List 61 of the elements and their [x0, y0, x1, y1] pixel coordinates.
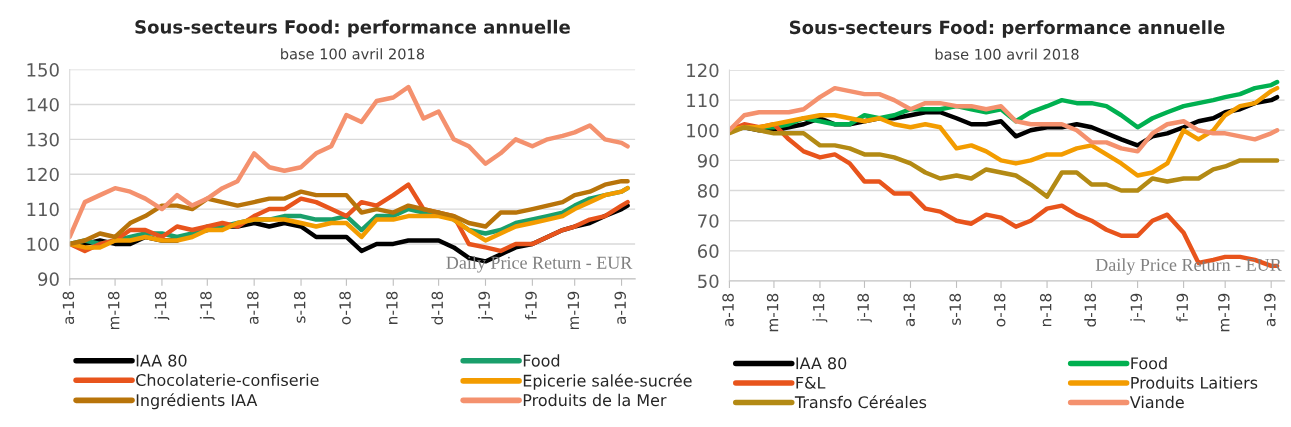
x-tick-label: f-19 [524, 291, 537, 320]
x-tick-label: a-19 [614, 291, 626, 325]
chart-subtitle: base 100 avril 2018 [281, 48, 425, 60]
y-tick-label: 80 [697, 184, 719, 198]
y-tick-label: 120 [687, 63, 719, 78]
legend-label: Epicerie salée-sucrée [523, 373, 692, 390]
x-tick-label: m-18 [107, 291, 120, 330]
legend-label: IAA 80 [796, 357, 847, 370]
x-tick-label: s-18 [949, 293, 961, 325]
y-tick-label: 70 [698, 214, 719, 228]
line-series [729, 125, 1280, 199]
legend-label: Ingrédients IAA [136, 393, 258, 410]
legend-label: F&L [796, 376, 826, 389]
x-tick-label: a-18 [903, 293, 915, 327]
x-tick-label: j-19 [1130, 293, 1145, 323]
y-tick-label: 110 [687, 93, 719, 108]
y-tick-label: 150 [27, 63, 59, 77]
x-tick-label: d-18 [1084, 293, 1097, 327]
x-tick-label: n-18 [1039, 293, 1052, 327]
y-tick-label: 100 [687, 123, 719, 138]
x-tick-label: j-18 [857, 293, 872, 323]
legend-label: Viande [1129, 395, 1184, 409]
legend-label: Chocolaterie-confiserie [136, 373, 319, 387]
legend-label: Produits de la Mer [523, 393, 667, 407]
chart-title: Sous-secteurs Food: performance annuelle [135, 19, 570, 38]
y-tick-label: 50 [698, 274, 719, 289]
y-tick-label: 90 [697, 153, 719, 168]
x-tick-label: m-19 [1218, 293, 1230, 332]
x-tick-label: j-18 [812, 293, 828, 323]
legend-label: Transfo Céréales [794, 395, 927, 409]
x-tick-label: o-18 [339, 291, 351, 325]
x-tick-label: a-18 [62, 291, 75, 325]
y-tick-label: 100 [27, 237, 59, 252]
y-tick-label: 130 [27, 132, 59, 147]
y-tick-label: 60 [697, 244, 719, 258]
x-tick-label: a-18 [722, 293, 734, 327]
x-tick-label: j-18 [154, 291, 170, 321]
y-tick-label: 110 [27, 202, 59, 217]
legend-label: IAA 80 [136, 354, 187, 367]
x-tick-label: n-18 [386, 291, 398, 324]
x-tick-label: a-19 [1264, 293, 1276, 327]
chart-title: Sous-secteurs Food: performance annuelle [789, 20, 1225, 38]
y-tick-label: 90 [38, 272, 59, 286]
x-tick-label: f-19 [1176, 293, 1189, 322]
x-tick-label: d-18 [431, 291, 444, 325]
x-tick-label: s-18 [293, 291, 306, 323]
annotation: Daily Price Return - EUR [446, 256, 633, 273]
legend-label: Food [523, 354, 560, 367]
x-tick-label: m-18 [766, 293, 779, 332]
line-series [729, 85, 1280, 154]
legend-label: Produits Laitiers [1131, 376, 1258, 389]
legend-label: Food [1131, 356, 1167, 370]
x-tick-label: j-18 [199, 291, 215, 321]
y-tick-label: 120 [27, 167, 59, 182]
x-tick-label: j-19 [478, 291, 493, 321]
x-tick-label: m-19 [567, 291, 580, 330]
y-tick-label: 140 [27, 97, 59, 112]
line-series [69, 84, 630, 240]
x-tick-label: a-18 [247, 291, 259, 325]
chart-subtitle: base 100 avril 2018 [935, 48, 1079, 60]
x-tick-label: o-18 [993, 293, 1006, 327]
